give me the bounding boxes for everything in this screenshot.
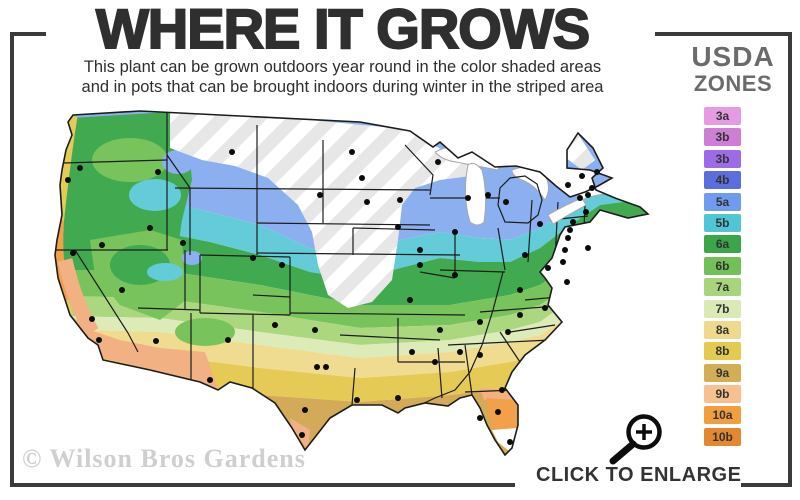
legend-zone-chip: 8b xyxy=(704,342,741,361)
legend-zone-chip: 5b xyxy=(704,213,741,232)
frame-bottom-left xyxy=(10,483,515,487)
watermark: © Wilson Bros Gardens xyxy=(22,444,306,473)
legend-zone-chip: 5a xyxy=(704,192,741,211)
subtitle-line2: and in pots that can be brought indoors … xyxy=(81,78,604,96)
legend-zone-label: 8b xyxy=(715,344,730,359)
legend-zone-label: 8a xyxy=(715,322,730,337)
city-dots-layer xyxy=(65,149,600,445)
magnifier-plus-icon[interactable] xyxy=(600,410,668,468)
legend-zone-label: 9a xyxy=(715,365,730,380)
frame-bottom-right xyxy=(741,483,792,487)
legend-zone-chip: 4b xyxy=(704,171,741,190)
legend-zone-chip: 7a xyxy=(704,278,741,297)
legend-zone-chip: 10a xyxy=(704,406,741,425)
legend-zone-label: 6b xyxy=(715,258,730,273)
legend-zone-chip: 9a xyxy=(704,363,741,382)
frame-top-right xyxy=(655,32,792,36)
legend-zone-label: 3a xyxy=(715,109,730,123)
legend-zone-label: 3b xyxy=(715,130,730,145)
legend-zone-chip: 3b xyxy=(704,149,741,168)
usda-zone-legend: 3a 3b 3b 4b 5a 5b 6a 6b 7a 7b 8a 8b 9a 9b 10a 10b xyxy=(704,107,741,446)
state-borders xyxy=(55,112,606,407)
legend-title-zones: ZONES xyxy=(693,71,773,96)
frame-left xyxy=(10,32,14,487)
click-to-enlarge-label[interactable]: CLICK TO ENLARGE xyxy=(536,464,742,486)
zone-shading xyxy=(55,111,648,455)
legend-zone-label: 7b xyxy=(715,301,730,316)
frame-right xyxy=(788,32,792,487)
us-outline xyxy=(54,110,650,457)
legend-zone-label: 5a xyxy=(715,194,730,209)
legend-zone-label: 3b xyxy=(715,151,730,166)
legend-zone-label: 6a xyxy=(715,237,730,252)
frame-top-left xyxy=(10,32,46,36)
usda-zone-map[interactable] xyxy=(10,100,670,485)
subtitle: This plant can be grown outdoors year ro… xyxy=(30,57,655,97)
legend-zone-chip: 6a xyxy=(704,235,741,254)
legend-zone-label: 5b xyxy=(715,215,730,230)
legend-zone-label: 10b xyxy=(712,429,733,444)
michigan-outline xyxy=(497,175,543,224)
legend-zone-chip: 9b xyxy=(704,385,741,404)
legend-zone-chip: 3a xyxy=(704,107,741,125)
legend-title-usda: USDA xyxy=(691,41,775,72)
legend-zone-chip: 7b xyxy=(704,299,741,318)
legend-title: USDA ZONES xyxy=(683,42,783,96)
legend-zone-label: 10a xyxy=(712,408,733,423)
page-title: WHERE IT GROWS xyxy=(95,0,591,61)
legend-zone-chip: 3b xyxy=(704,128,741,147)
legend-zone-label: 9b xyxy=(715,387,730,402)
legend-zone-label: 7a xyxy=(715,280,730,295)
subtitle-line1: This plant can be grown outdoors year ro… xyxy=(83,58,602,76)
legend-zone-chip: 10b xyxy=(704,427,741,446)
legend-zone-chip: 8a xyxy=(704,320,741,339)
legend-zone-chip: 6b xyxy=(704,256,741,275)
legend-zone-label: 4b xyxy=(715,173,730,188)
